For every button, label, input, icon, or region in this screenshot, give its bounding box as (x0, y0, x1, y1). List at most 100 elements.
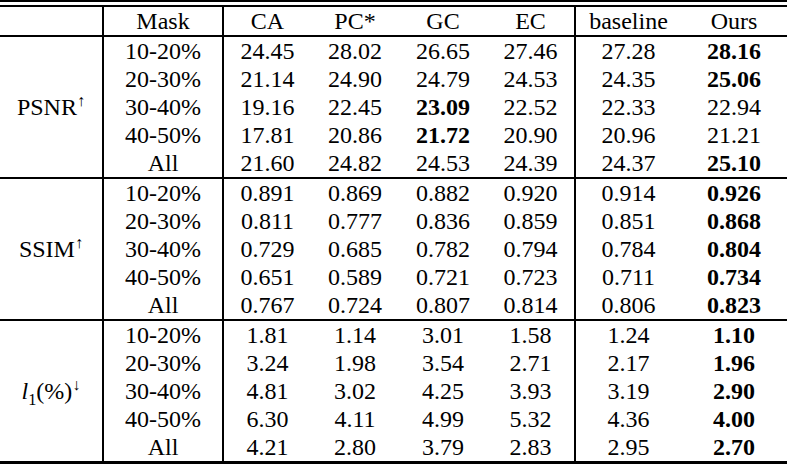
value-cell-best: 4.00 (681, 405, 787, 433)
value-cell: 0.851 (575, 207, 681, 235)
value-cell: 0.882 (399, 178, 487, 207)
value-cell: 26.65 (399, 36, 487, 65)
column-header-pc: PC* (311, 4, 399, 37)
value-cell: 1.24 (575, 320, 681, 349)
value-cell: 4.21 (223, 433, 311, 463)
mask-ratio-cell: All (103, 291, 223, 320)
value-cell: 0.814 (487, 291, 575, 320)
value-cell: 20.86 (311, 121, 399, 149)
value-cell: 2.83 (487, 433, 575, 463)
value-cell-best: 25.10 (681, 149, 787, 178)
metric-label: l1(%)↓ (0, 320, 103, 463)
value-cell: 0.589 (311, 263, 399, 291)
table-row: PSNR↑10-20%24.4528.0226.6527.4627.2828.1… (0, 36, 787, 65)
column-header-gc: GC (399, 4, 487, 37)
value-cell: 0.729 (223, 235, 311, 263)
value-cell: 21.14 (223, 65, 311, 93)
value-cell: 1.58 (487, 320, 575, 349)
column-header-ec: EC (487, 4, 575, 37)
value-cell: 4.36 (575, 405, 681, 433)
value-cell: 21.60 (223, 149, 311, 178)
value-cell: 0.836 (399, 207, 487, 235)
mask-ratio-cell: 10-20% (103, 36, 223, 65)
down-arrow-icon: ↓ (72, 375, 80, 394)
mask-ratio-cell: 40-50% (103, 121, 223, 149)
table-row: 30-40%4.813.024.253.933.192.90 (0, 377, 787, 405)
value-cell: 3.93 (487, 377, 575, 405)
value-cell: 24.35 (575, 65, 681, 93)
value-cell: 2.71 (487, 349, 575, 377)
mask-ratio-cell: 20-30% (103, 349, 223, 377)
value-cell: 24.53 (487, 65, 575, 93)
value-cell: 0.724 (311, 291, 399, 320)
column-header-mask: Mask (103, 4, 223, 37)
value-cell: 0.806 (575, 291, 681, 320)
value-cell: 19.16 (223, 93, 311, 121)
value-cell-best: 23.09 (399, 93, 487, 121)
value-cell: 22.52 (487, 93, 575, 121)
mask-ratio-cell: 40-50% (103, 263, 223, 291)
table-row: 40-50%6.304.114.995.324.364.00 (0, 405, 787, 433)
table-row: l1(%)↓10-20%1.811.143.011.581.241.10 (0, 320, 787, 349)
value-cell-best: 0.823 (681, 291, 787, 320)
mask-ratio-cell: All (103, 433, 223, 463)
value-cell: 6.30 (223, 405, 311, 433)
value-cell: 20.90 (487, 121, 575, 149)
table-row: 40-50%0.6510.5890.7210.7230.7110.734 (0, 263, 787, 291)
table-row: 20-30%0.8110.7770.8360.8590.8510.868 (0, 207, 787, 235)
value-cell: 4.81 (223, 377, 311, 405)
metric-group: l1(%)↓10-20%1.811.143.011.581.241.1020-3… (0, 320, 787, 463)
mask-ratio-cell: All (103, 149, 223, 178)
table-row: All4.212.803.792.832.952.70 (0, 433, 787, 463)
value-cell: 0.782 (399, 235, 487, 263)
value-cell: 1.14 (311, 320, 399, 349)
table-row: 30-40%19.1622.4523.0922.5222.3322.94 (0, 93, 787, 121)
results-table: Mask CA PC* GC EC baseline Ours PSNR↑10-… (0, 0, 787, 464)
mask-ratio-cell: 10-20% (103, 178, 223, 207)
value-cell: 0.721 (399, 263, 487, 291)
mask-ratio-cell: 40-50% (103, 405, 223, 433)
up-arrow-icon: ↑ (77, 91, 85, 110)
value-cell-best: 0.734 (681, 263, 787, 291)
column-header-ca: CA (223, 4, 311, 37)
column-header-ours: Ours (681, 4, 787, 37)
value-cell-best: 1.10 (681, 320, 787, 349)
value-cell: 1.98 (311, 349, 399, 377)
table-row: SSIM↑10-20%0.8910.8690.8820.9200.9140.92… (0, 178, 787, 207)
up-arrow-icon: ↑ (75, 233, 83, 252)
value-cell: 0.777 (311, 207, 399, 235)
corner-header (0, 4, 103, 37)
value-cell: 0.651 (223, 263, 311, 291)
value-cell: 22.94 (681, 93, 787, 121)
value-cell-best: 0.926 (681, 178, 787, 207)
column-header-baseline: baseline (575, 4, 681, 37)
value-cell: 3.24 (223, 349, 311, 377)
value-cell: 3.54 (399, 349, 487, 377)
mask-ratio-cell: 20-30% (103, 207, 223, 235)
value-cell: 0.794 (487, 235, 575, 263)
value-cell: 27.28 (575, 36, 681, 65)
table-row: All0.7670.7240.8070.8140.8060.823 (0, 291, 787, 320)
mask-ratio-cell: 30-40% (103, 93, 223, 121)
value-cell: 1.81 (223, 320, 311, 349)
mask-ratio-cell: 10-20% (103, 320, 223, 349)
value-cell-best: 28.16 (681, 36, 787, 65)
paper-table-page: { "table": { "header": ["", "Mask", "CA"… (0, 0, 787, 467)
table-row: 20-30%21.1424.9024.7924.5324.3525.06 (0, 65, 787, 93)
value-cell: 4.99 (399, 405, 487, 433)
value-cell: 4.25 (399, 377, 487, 405)
value-cell: 24.45 (223, 36, 311, 65)
value-cell: 2.80 (311, 433, 399, 463)
table-row: 40-50%17.8120.8621.7220.9020.9621.21 (0, 121, 787, 149)
value-cell: 0.767 (223, 291, 311, 320)
value-cell: 3.02 (311, 377, 399, 405)
value-cell: 4.11 (311, 405, 399, 433)
value-cell: 21.21 (681, 121, 787, 149)
value-cell: 0.869 (311, 178, 399, 207)
mask-ratio-cell: 20-30% (103, 65, 223, 93)
value-cell: 24.53 (399, 149, 487, 178)
value-cell: 0.784 (575, 235, 681, 263)
value-cell-best: 25.06 (681, 65, 787, 93)
value-cell: 2.95 (575, 433, 681, 463)
metric-label: PSNR↑ (0, 36, 103, 178)
